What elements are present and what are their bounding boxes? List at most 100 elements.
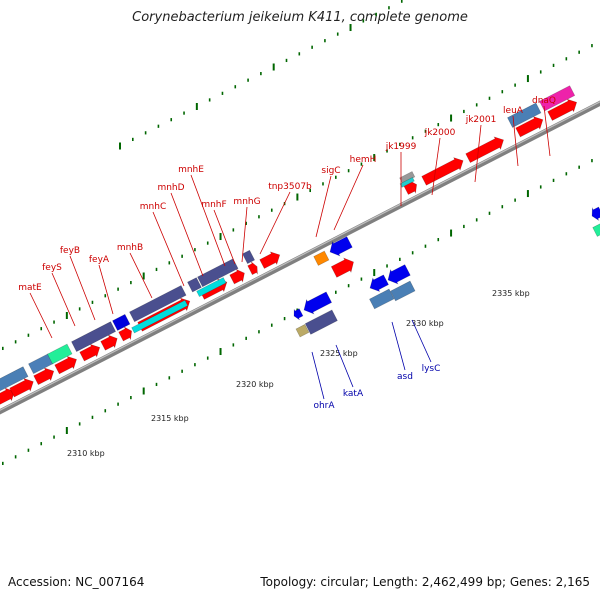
region-box: [187, 277, 202, 293]
region-box: [390, 280, 416, 302]
forward-cds-arrow: [421, 157, 464, 186]
region-box: [313, 250, 330, 266]
forward-cds-arrow: [79, 343, 101, 362]
region-box: [242, 249, 256, 265]
region-box: [197, 258, 239, 288]
forward-cds-arrow: [259, 251, 281, 269]
map-title: Corynebacterium jeikeium K411, complete …: [132, 10, 468, 25]
forward-cds-arrow: [547, 98, 578, 121]
region-box: [295, 324, 310, 338]
feature-track: [0, 85, 600, 405]
gene-label-asd: asd: [397, 372, 413, 382]
gene-label-feyB: feyB: [60, 246, 80, 256]
gene-label-hemH: hemH: [350, 155, 377, 165]
forward-cds-arrow: [9, 378, 34, 398]
gene-label-mnhC: mnhC: [140, 202, 166, 212]
scale-label: 2320 kbp: [236, 380, 274, 389]
reverse-cds-arrow: [329, 236, 353, 257]
genome-summary-text: Topology: circular; Length: 2,462,499 bp…: [260, 575, 590, 589]
label-leader-line: [213, 209, 236, 265]
label-leader-line: [29, 292, 53, 339]
forward-cds-arrow: [515, 116, 544, 138]
gene-label-mnhE: mnhE: [178, 165, 204, 175]
scale-label: 2325 kbp: [320, 349, 358, 358]
gene-label-dnaQ: dnaQ: [532, 96, 556, 106]
gene-label-matE: matE: [18, 283, 42, 293]
reverse-cds-arrow: [303, 291, 333, 315]
forward-cds-arrow: [54, 355, 77, 375]
region-box: [0, 366, 29, 392]
forward-cds-arrow: [465, 136, 504, 164]
gene-label-katA: katA: [343, 389, 364, 399]
reverse-cds-arrow: [387, 264, 411, 285]
label-leader-line: [335, 344, 354, 388]
label-leader-line: [512, 115, 519, 167]
gene-label-feyS: feyS: [42, 263, 62, 273]
gene-label-mnhF: mnhF: [201, 200, 226, 210]
label-leader-line: [259, 191, 291, 255]
region-box: [539, 85, 576, 112]
label-leader-line: [241, 206, 248, 263]
region-box: [112, 313, 131, 331]
region-box: [47, 343, 73, 365]
label-leader-line: [190, 174, 226, 267]
gene-label-leuA: leuA: [503, 106, 524, 116]
scale-label: 2330 kbp: [406, 319, 444, 328]
label-leader-line: [315, 175, 332, 238]
scale-label: 2335 kbp: [492, 289, 530, 298]
gene-label-sigC: sigC: [321, 166, 340, 176]
label-leader-line: [170, 192, 204, 277]
label-leader-line: [51, 272, 76, 327]
accession-text: Accession: NC_007164: [8, 575, 145, 589]
reverse-cds-arrow: [591, 206, 600, 222]
label-leader-line: [311, 351, 325, 400]
sequence-backbone: [0, 100, 600, 415]
gene-label-jk2000: jk2000: [424, 128, 456, 138]
forward-cds-arrow: [247, 261, 258, 276]
label-leader-line: [69, 255, 96, 321]
region-box: [592, 223, 600, 237]
gene-label-lysC: lysC: [422, 364, 441, 374]
label-leader-line: [411, 319, 432, 363]
reverse-cds-arrow: [293, 308, 304, 321]
region-box: [304, 309, 338, 335]
label-leader-line: [431, 137, 441, 196]
scale-ticks: 2310 kbp 2315 kbp 2320 kbp 2325 kbp 2330 kbp…: [2, 0, 593, 466]
gene-label-jk1999: jk1999: [385, 142, 417, 152]
region-box: [129, 285, 187, 323]
label-leader-line: [98, 264, 114, 315]
label-leader-line: [543, 105, 551, 157]
gene-label-mnhB: mnhB: [117, 243, 143, 253]
region-box: [507, 102, 542, 128]
region-box: [369, 288, 395, 310]
label-leader-line: [333, 164, 364, 231]
gene-label-mnhG: mnhG: [233, 197, 260, 207]
sequence-backbone-highlight: [0, 101, 600, 411]
forward-cds-arrow: [100, 334, 118, 351]
label-leader-line: [474, 124, 482, 183]
label-leader-line: [391, 321, 406, 371]
region-box: [28, 353, 54, 375]
backbone: [0, 100, 600, 415]
forward-cds-arrow: [229, 268, 245, 285]
label-leader-line: [129, 252, 153, 299]
scale-label: 2310 kbp: [67, 449, 105, 458]
label-leader-line: [152, 211, 185, 287]
cyan-segment: [131, 299, 189, 334]
reverse-cds-arrow: [369, 274, 389, 293]
gene-label-jk2001: jk2001: [465, 115, 497, 125]
forward-cds-arrow: [118, 326, 132, 342]
forward-cds-arrow: [330, 257, 354, 278]
gene-label-ohrA: ohrA: [313, 401, 335, 411]
forward-cds-arrow: [33, 367, 55, 386]
gene-label-tnp3507b: tnp3507b: [268, 182, 312, 192]
cyan-segment: [196, 277, 227, 298]
forward-cds-arrow: [0, 387, 15, 405]
gene-label-mnhD: mnhD: [157, 183, 184, 193]
scale-label: 2315 kbp: [151, 414, 189, 423]
region-box: [71, 321, 117, 352]
region-box: [399, 171, 416, 184]
gene-label-feyA: feyA: [89, 255, 110, 265]
